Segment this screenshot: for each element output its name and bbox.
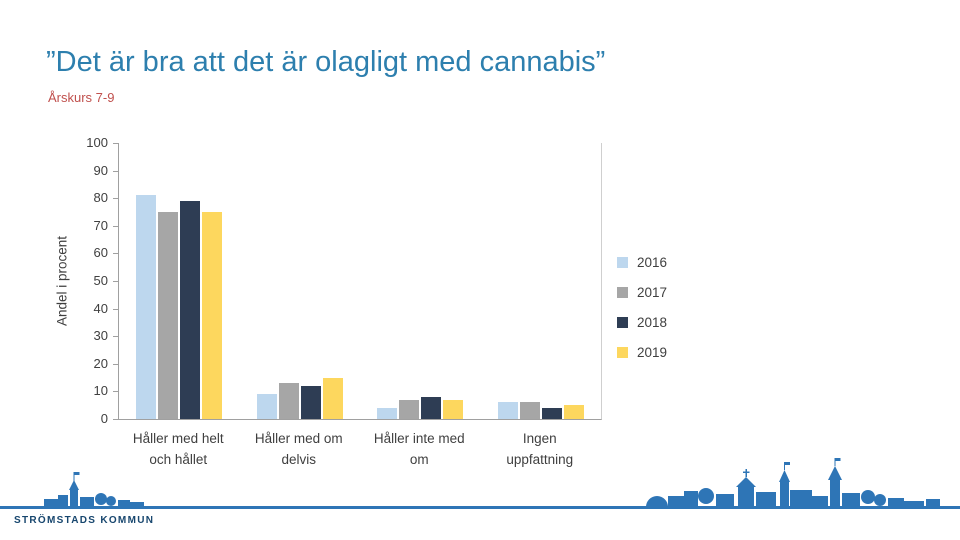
bar-2019 (202, 212, 223, 419)
x-category-label: Ingen uppfattning (506, 431, 574, 467)
y-tick-mark (113, 253, 118, 255)
legend-item: 2019 (617, 345, 667, 360)
y-tick-label: 50 (93, 273, 108, 288)
bar-2019 (322, 377, 343, 419)
legend-label: 2018 (637, 315, 668, 330)
chart-legend: 2016 2017 2018 2019 (617, 255, 667, 375)
y-tick-mark (113, 391, 118, 393)
y-tick-mark (113, 363, 118, 365)
legend-item: 2018 (617, 315, 667, 330)
bar-2019 (443, 399, 464, 419)
y-tick-label: 100 (86, 135, 108, 150)
legend-label: 2016 (637, 255, 668, 270)
y-tick-label: 80 (93, 190, 108, 206)
bar-2017 (278, 383, 299, 419)
x-category-label: Håller inte med om (373, 431, 465, 467)
y-tick-label: 40 (93, 300, 108, 316)
bar-2017 (399, 399, 420, 419)
bar-2018 (541, 407, 562, 419)
y-tick-label: 90 (93, 162, 108, 178)
page-title: ”Det är bra att det är olagligt med cann… (46, 46, 606, 78)
legend-item: 2016 (617, 255, 667, 270)
bar-2017 (158, 212, 179, 419)
bar-2018 (180, 200, 201, 419)
y-axis-tick-marks (113, 143, 118, 420)
skyline-graphic (44, 458, 940, 507)
y-tick-label: 0 (100, 411, 108, 426)
y-tick-label: 30 (93, 328, 108, 344)
bar-2016 (497, 402, 518, 419)
x-axis-labels: Håller med helt och hållet Håller med om … (118, 429, 600, 489)
legend-swatch-icon (617, 257, 628, 268)
x-category-label: Håller med helt och hållet (132, 431, 224, 467)
y-tick-mark (113, 419, 118, 420)
y-axis-tick-labels: 0 10 20 30 40 50 60 70 80 90 100 (62, 135, 108, 426)
footer-accent-line (0, 506, 960, 509)
legend-swatch-icon (617, 317, 628, 328)
municipality-logo-text: STRÖMSTADS KOMMUN (14, 515, 155, 526)
legend-label: 2017 (637, 285, 668, 300)
y-tick-mark (113, 143, 118, 144)
plot-area (118, 143, 602, 420)
bar-2019 (563, 405, 584, 419)
y-tick-mark (113, 281, 118, 282)
y-tick-label: 10 (93, 383, 108, 399)
bar-2018 (300, 385, 321, 419)
y-tick-mark (113, 225, 118, 227)
legend-label: 2019 (637, 345, 668, 360)
bar-2016 (377, 407, 398, 419)
bar-2017 (519, 402, 540, 419)
legend-swatch-icon (617, 287, 628, 298)
bar-2016 (136, 195, 157, 419)
y-tick-mark (113, 308, 118, 310)
y-tick-label: 20 (93, 355, 108, 371)
y-tick-mark (113, 170, 118, 172)
y-tick-label: 60 (93, 245, 108, 261)
bar-2016 (256, 394, 277, 419)
legend-item: 2017 (617, 285, 667, 300)
x-category-label: Håller med om delvis (254, 431, 343, 467)
slide-subtitle: Årskurs 7-9 (48, 90, 115, 105)
y-tick-mark (113, 198, 118, 200)
legend-swatch-icon (617, 347, 628, 358)
y-tick-label: 70 (93, 217, 108, 233)
bar-2018 (421, 396, 442, 419)
y-tick-mark (113, 336, 118, 338)
